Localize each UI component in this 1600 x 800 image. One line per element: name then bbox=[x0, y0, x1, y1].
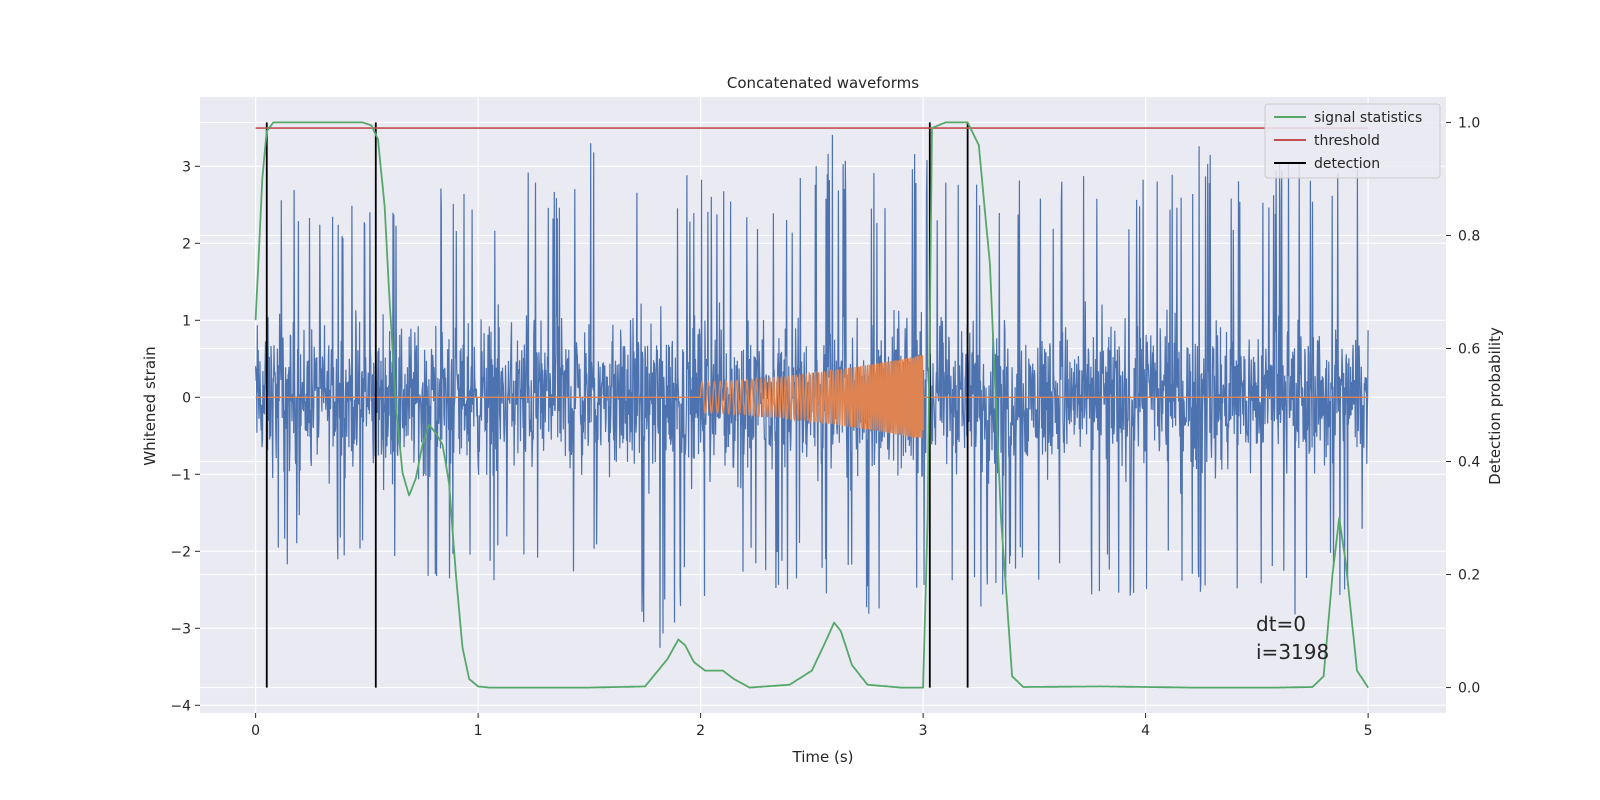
legend: signal statistics threshold detection bbox=[1264, 103, 1441, 179]
y-tick-label: −1 bbox=[170, 467, 191, 483]
series-layer bbox=[254, 121, 1369, 689]
x-tick-label: 0 bbox=[251, 723, 260, 739]
y-tick-label: 3 bbox=[182, 159, 191, 175]
x-tick-label: 3 bbox=[919, 723, 928, 739]
y-tick-label: 0 bbox=[182, 390, 191, 406]
signal-statistics-line bbox=[254, 121, 1369, 689]
legend-box bbox=[1264, 103, 1441, 179]
y-axis-ticks: −4 −3 −2 −1 0 1 2 3 bbox=[170, 159, 200, 714]
y-tick-label: −4 bbox=[170, 698, 191, 714]
injection-series-line bbox=[255, 355, 1369, 439]
legend-label-detection: detection bbox=[1314, 156, 1380, 172]
chart-title: Concatenated waveforms bbox=[727, 74, 919, 92]
grid-lines bbox=[200, 97, 1446, 713]
x-tick-label: 1 bbox=[474, 723, 483, 739]
y2-tick-label: 0.0 bbox=[1458, 681, 1480, 697]
legend-label-threshold: threshold bbox=[1314, 133, 1380, 149]
y-tick-label: −3 bbox=[170, 621, 191, 637]
x-axis-label: Time (s) bbox=[792, 748, 854, 766]
y2-axis-label: Detection probability bbox=[1486, 327, 1504, 485]
y-axis-label: Whitened strain bbox=[141, 346, 159, 465]
y2-tick-label: 0.4 bbox=[1458, 455, 1480, 471]
y2-tick-label: 1.0 bbox=[1458, 115, 1480, 131]
y-tick-label: 1 bbox=[182, 313, 191, 329]
annotation-dt: dt=0 bbox=[1256, 612, 1306, 636]
x-tick-label: 4 bbox=[1141, 723, 1150, 739]
y-tick-label: −2 bbox=[170, 544, 191, 560]
y-tick-label: 2 bbox=[182, 236, 191, 252]
y2-tick-label: 0.2 bbox=[1458, 568, 1480, 584]
annotation-index: i=3198 bbox=[1256, 640, 1329, 664]
legend-label-signal-statistics: signal statistics bbox=[1314, 110, 1422, 126]
x-tick-label: 2 bbox=[696, 723, 705, 739]
y2-tick-label: 0.8 bbox=[1458, 228, 1480, 244]
y2-tick-label: 0.6 bbox=[1458, 341, 1480, 357]
x-tick-label: 5 bbox=[1364, 723, 1373, 739]
x-axis-ticks: 0 1 2 3 4 5 bbox=[251, 713, 1373, 739]
y2-axis-ticks: 0.0 0.2 0.4 0.6 0.8 1.0 bbox=[1446, 115, 1480, 697]
